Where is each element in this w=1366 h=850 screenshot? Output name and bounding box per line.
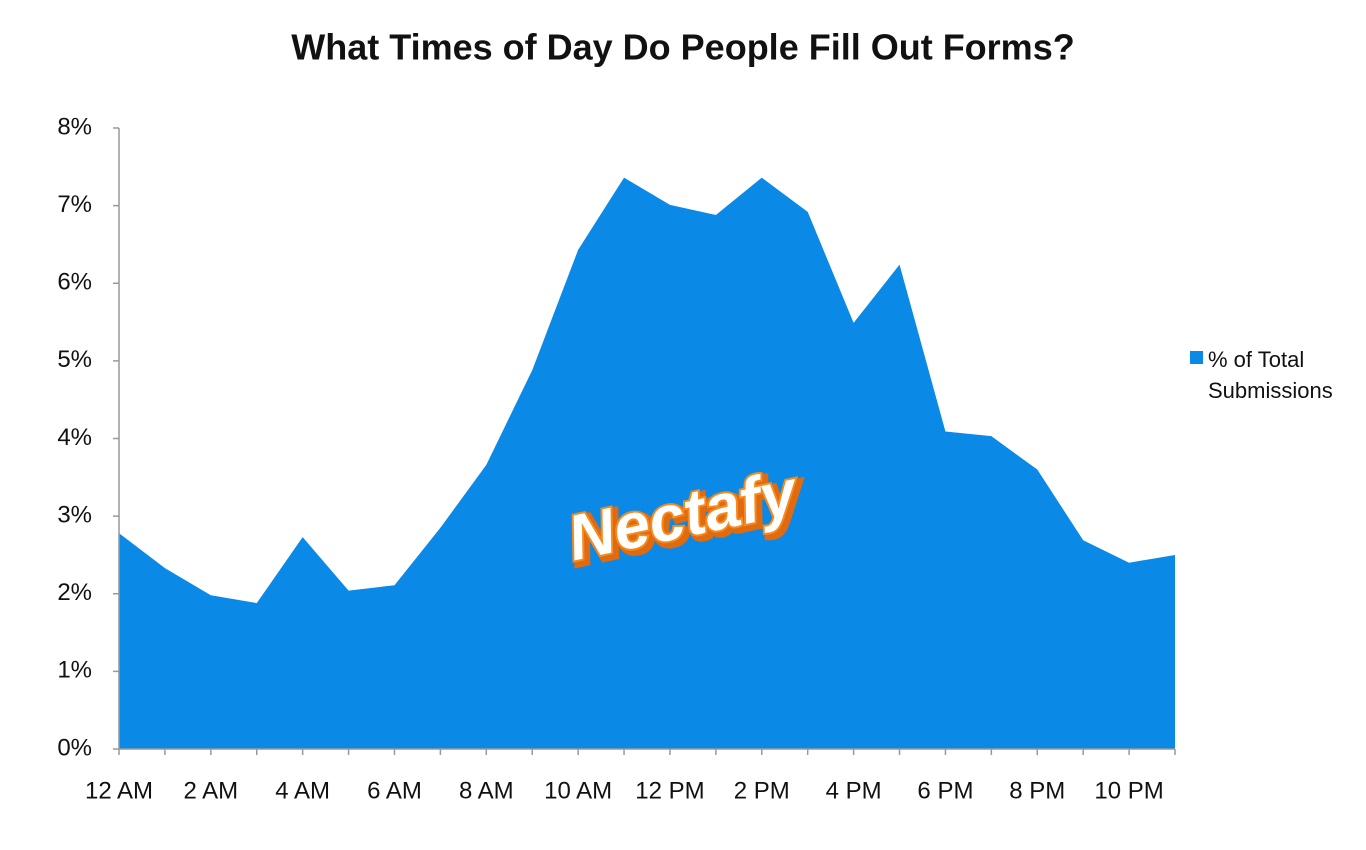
x-tick-label: 8 PM (1009, 777, 1065, 804)
legend-swatch (1190, 351, 1203, 364)
y-tick-label: 3% (57, 501, 92, 528)
y-tick-label: 7% (57, 191, 92, 218)
y-tick-label: 6% (57, 269, 92, 296)
x-tick-label: 10 PM (1094, 777, 1163, 804)
y-tick-label: 8% (57, 113, 92, 140)
y-tick-label: 0% (57, 734, 92, 761)
y-tick-label: 4% (57, 424, 92, 451)
x-tick-label: 6 PM (917, 777, 973, 804)
x-tick-label: 6 AM (367, 777, 422, 804)
x-tick-label: 2 AM (183, 777, 238, 804)
y-tick-label: 5% (57, 346, 92, 373)
x-tick-label: 12 AM (85, 777, 153, 804)
x-tick-label: 10 AM (544, 777, 612, 804)
x-tick-label: 2 PM (734, 777, 790, 804)
x-tick-label: 4 AM (275, 777, 330, 804)
x-tick-label: 4 PM (826, 777, 882, 804)
x-tick-label: 8 AM (459, 777, 514, 804)
x-tick-label: 12 PM (635, 777, 704, 804)
chart-title: What Times of Day Do People Fill Out For… (291, 27, 1074, 68)
legend-label: % of Total Submissions (1208, 347, 1333, 403)
area (119, 177, 1175, 749)
y-tick-label: 1% (57, 657, 92, 684)
y-tick-label: 2% (57, 579, 92, 606)
